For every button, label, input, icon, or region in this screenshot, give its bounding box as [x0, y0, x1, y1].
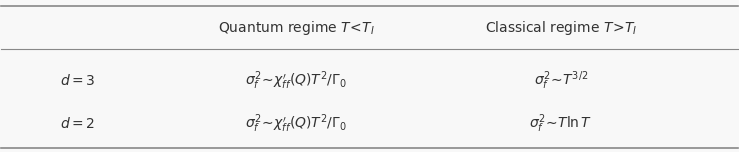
- Text: $d=3$: $d=3$: [61, 73, 96, 88]
- Text: Classical regime $T\!>\!T_I$: Classical regime $T\!>\!T_I$: [485, 19, 637, 37]
- Text: $\sigma_f^2\!\sim\!T^{3/2}$: $\sigma_f^2\!\sim\!T^{3/2}$: [534, 69, 588, 92]
- Text: $\sigma_f^2\!\sim\!\chi_{ff}^{\prime}(Q)T^2/\Gamma_0$: $\sigma_f^2\!\sim\!\chi_{ff}^{\prime}(Q)…: [245, 112, 347, 135]
- Text: Quantum regime $T\!<\!T_I$: Quantum regime $T\!<\!T_I$: [217, 19, 374, 37]
- Text: $\sigma_f^2\!\sim\!T\ln T$: $\sigma_f^2\!\sim\!T\ln T$: [529, 112, 593, 135]
- Text: $d=2$: $d=2$: [61, 116, 95, 131]
- Text: $\sigma_f^2\!\sim\!\chi_{ff}^{\prime}(Q)T^2/\Gamma_0$: $\sigma_f^2\!\sim\!\chi_{ff}^{\prime}(Q)…: [245, 69, 347, 92]
